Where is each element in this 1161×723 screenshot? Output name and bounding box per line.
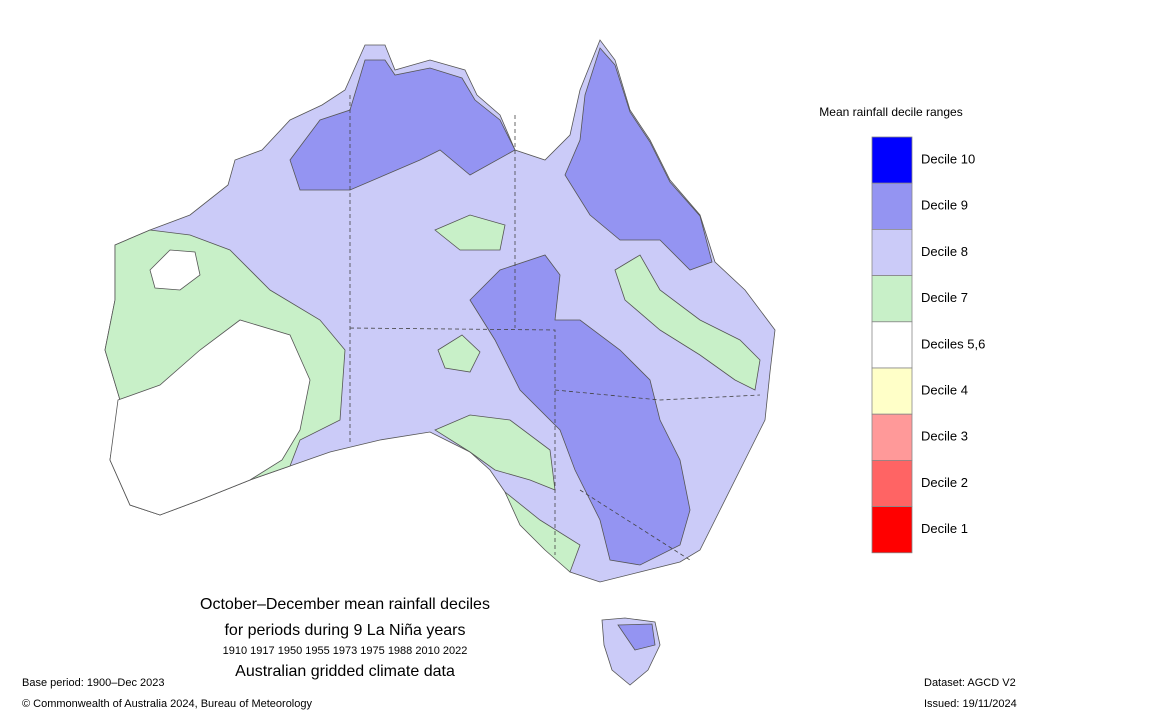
caption-title: October–December mean rainfall deciles <box>200 596 490 613</box>
caption-years: 1910 1917 1950 1955 1973 1975 1988 2010 … <box>223 645 468 657</box>
legend-swatch <box>871 321 913 369</box>
legend-label: Decile 9 <box>921 198 968 213</box>
southwest-white <box>109 319 311 516</box>
legend-swatch <box>871 506 913 554</box>
queensland-purple <box>564 47 713 271</box>
dataset: Dataset: AGCD V2 <box>924 677 1016 689</box>
legend-label: Decile 4 <box>921 383 968 398</box>
base-period: Base period: 1900–Dec 2023 <box>22 677 165 689</box>
legend-label: Decile 3 <box>921 429 968 444</box>
issued: Issued: 19/11/2024 <box>924 698 1017 710</box>
copyright: © Commonwealth of Australia 2024, Bureau… <box>22 698 312 710</box>
legend: Decile 10 Decile 9 Decile 8 Decile 7 Deciles… <box>871 136 985 554</box>
map <box>104 39 776 686</box>
legend-label: Decile 10 <box>921 152 975 167</box>
legend-swatch <box>871 459 913 507</box>
legend-swatch <box>871 136 913 184</box>
legend-title: Mean rainfall decile ranges <box>819 105 962 119</box>
pilbara-white <box>149 249 201 291</box>
central-purple <box>469 254 691 566</box>
caption-subtitle: for periods during 9 La Niña years <box>224 622 465 639</box>
legend-label: Deciles 5,6 <box>921 336 985 351</box>
state-border <box>349 95 761 561</box>
legend-label: Decile 1 <box>921 521 968 536</box>
east-green <box>614 254 761 391</box>
legend-label: Decile 7 <box>921 290 968 305</box>
tasmania-purple <box>617 623 656 651</box>
sa-green <box>437 334 481 373</box>
legend-swatch <box>871 228 913 276</box>
victoria-green <box>504 491 581 573</box>
legend-swatch <box>871 182 913 230</box>
legend-label: Decile 2 <box>921 475 968 490</box>
nt-green <box>434 214 506 251</box>
legend-swatch <box>871 275 913 323</box>
legend-swatch <box>871 367 913 415</box>
legend-swatch <box>871 413 913 461</box>
caption-source: Australian gridded climate data <box>235 663 455 680</box>
north-purple <box>289 59 516 191</box>
legend-label: Decile 8 <box>921 244 968 259</box>
